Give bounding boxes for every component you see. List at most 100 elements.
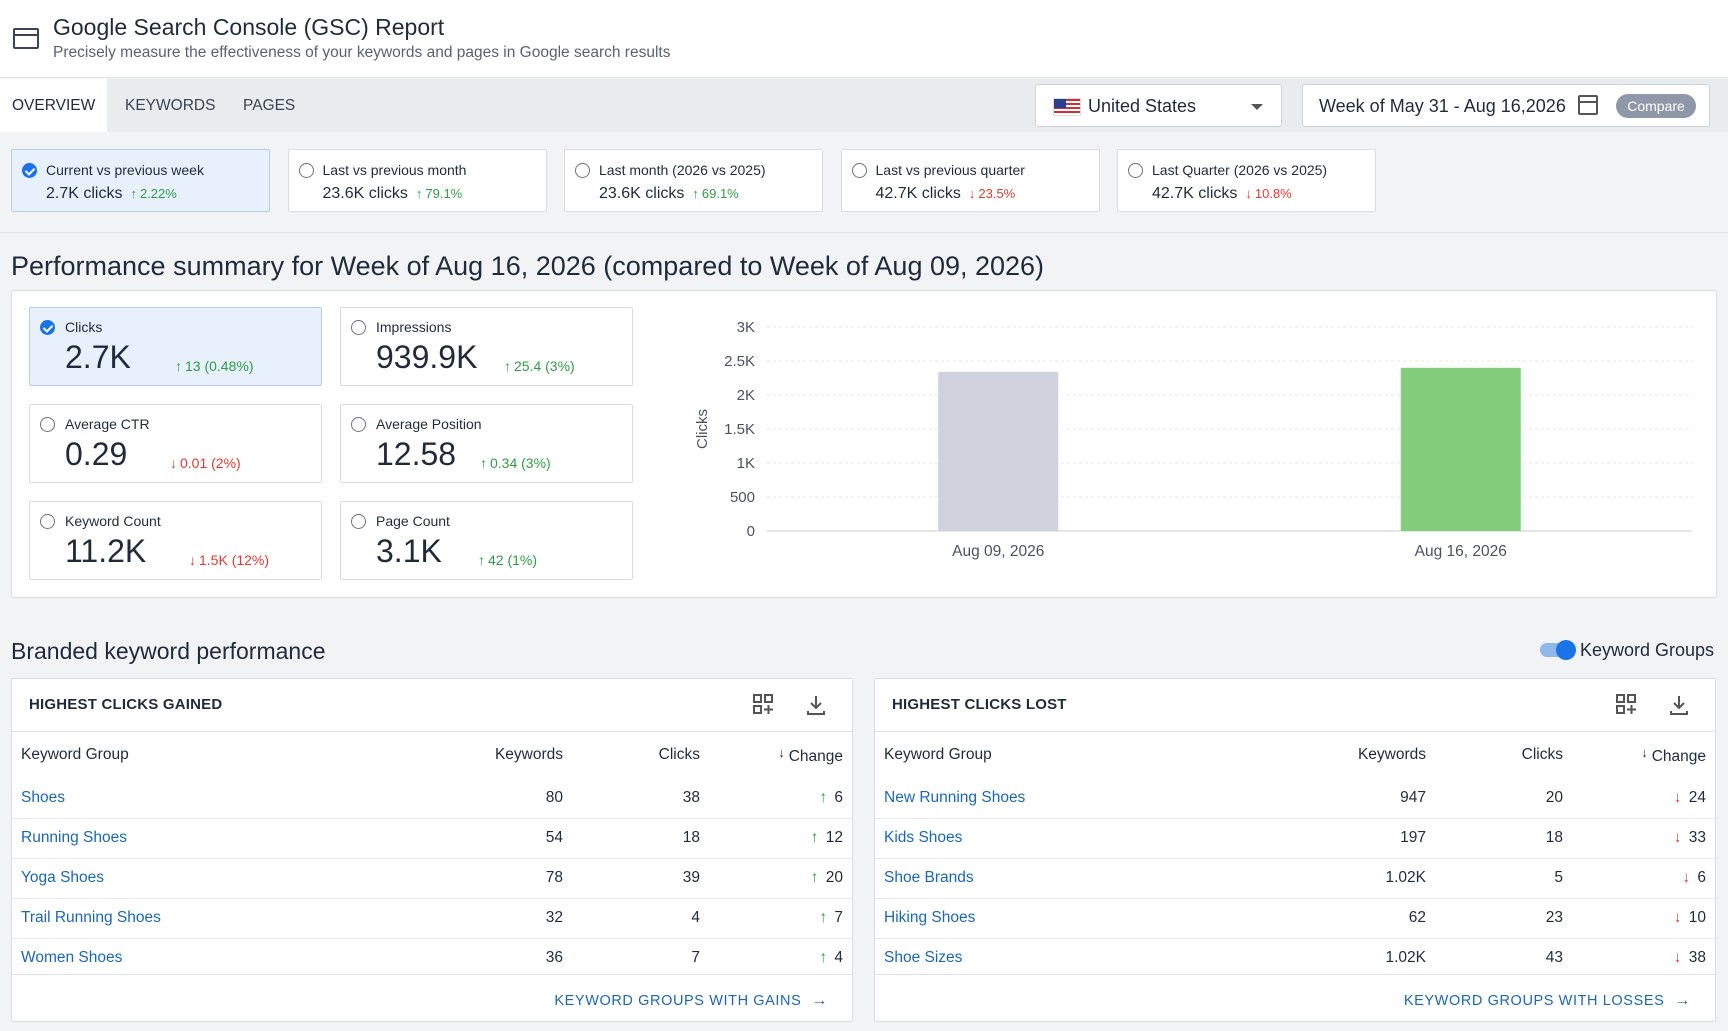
arrow-down-icon: ↓ bbox=[1673, 909, 1682, 926]
period-radio[interactable] bbox=[851, 163, 867, 178]
period-radio[interactable] bbox=[22, 163, 37, 178]
keyword-group-link[interactable]: Shoes bbox=[21, 788, 65, 806]
metric-card[interactable]: Average Position 12.58 ↑ 0.34 (3%) bbox=[340, 404, 633, 483]
arrow-up-icon: ↑ bbox=[692, 186, 699, 201]
col-change[interactable]: ↓ Change bbox=[709, 732, 852, 778]
keyword-group-link[interactable]: Hiking Shoes bbox=[875, 897, 1285, 938]
metric-radio[interactable] bbox=[40, 417, 55, 432]
period-card[interactable]: Last month (2026 vs 2025) 23.6K clicks ↑ 69… bbox=[564, 149, 823, 212]
sort-down-icon[interactable]: ↓ bbox=[1641, 744, 1648, 760]
y-axis-label: Clicks bbox=[694, 409, 711, 449]
tab-pages[interactable]: PAGES bbox=[243, 97, 296, 114]
col-keyword-group[interactable]: Keyword Group bbox=[884, 746, 992, 763]
period-change-value: 2.22% bbox=[139, 186, 177, 201]
tab-keywords[interactable]: KEYWORDS bbox=[125, 97, 216, 114]
period-value: 42.7K clicks ↓ 10.8% bbox=[1152, 185, 1292, 203]
arrow-up-icon: ↑ bbox=[130, 186, 137, 201]
arrow-up-icon: ↑ bbox=[504, 358, 511, 374]
period-card[interactable]: Last Quarter (2026 vs 2025) 42.7K clicks ↓… bbox=[1117, 149, 1376, 212]
keyword-group-link[interactable]: Trail Running Shoes bbox=[12, 897, 422, 938]
table-row: Running Shoes 54 18 ↑ 12 bbox=[12, 817, 852, 858]
metric-radio[interactable] bbox=[40, 320, 55, 335]
arrow-right-icon: → bbox=[1674, 992, 1691, 1009]
compare-button[interactable]: Compare bbox=[1616, 94, 1696, 118]
period-card[interactable]: Last vs previous month 23.6K clicks ↑ 79.1% bbox=[287, 149, 547, 212]
tab-overview[interactable]: OVERVIEW bbox=[0, 79, 107, 132]
add-widget-icon[interactable] bbox=[1615, 693, 1639, 717]
keyword-group-link[interactable]: Shoe Sizes bbox=[875, 937, 1285, 978]
y-tick-label: 500 bbox=[730, 489, 755, 506]
table-row: Women Shoes 36 7 ↑ 4 bbox=[12, 937, 852, 978]
table-header-row: Keyword Group Keywords Clicks ↓ Change bbox=[12, 732, 852, 778]
col-keywords[interactable]: Keywords bbox=[494, 746, 563, 763]
metric-card[interactable]: Keyword Count 11.2K ↓ 1.5K (12%) bbox=[29, 501, 322, 580]
metric-radio[interactable] bbox=[351, 514, 366, 529]
keyword-group-link[interactable]: Running Shoes bbox=[12, 817, 422, 858]
period-card[interactable]: Last vs previous quarter 42.7K clicks ↓ 23.… bbox=[840, 149, 1100, 212]
period-radio[interactable] bbox=[575, 163, 590, 178]
clicks-cell: 43 bbox=[1435, 937, 1572, 978]
clicks-cell: 18 bbox=[572, 817, 709, 858]
keyword-groups-toggle[interactable] bbox=[1540, 640, 1576, 660]
caret-down-icon bbox=[1251, 104, 1263, 110]
arrow-down-icon: ↓ bbox=[1245, 186, 1252, 201]
keyword-group-link[interactable]: Yoga Shoes bbox=[12, 857, 422, 898]
keyword-group-link[interactable]: Women Shoes bbox=[12, 937, 422, 978]
change-cell: ↑ 4 bbox=[709, 937, 852, 978]
browser-window-icon bbox=[13, 28, 39, 49]
col-change[interactable]: ↓ Change bbox=[1572, 732, 1715, 778]
col-clicks[interactable]: Clicks bbox=[1521, 746, 1563, 763]
arrow-down-icon: ↓ bbox=[1682, 869, 1691, 886]
period-radio[interactable] bbox=[298, 163, 314, 178]
period-change-value: 10.8% bbox=[1254, 186, 1292, 201]
keywords-cell: 78 bbox=[422, 857, 572, 898]
change-cell: ↓ 6 bbox=[1572, 857, 1715, 898]
period-change-value: 23.5% bbox=[978, 186, 1016, 201]
keywords-cell: 1.02K bbox=[1285, 857, 1435, 898]
add-widget-icon[interactable] bbox=[752, 693, 776, 717]
metric-card[interactable]: Average CTR 0.29 ↓ 0.01 (2%) bbox=[29, 404, 322, 483]
arrow-down-icon: ↓ bbox=[170, 455, 177, 471]
date-range-select[interactable]: Week of May 31 - Aug 16,2026 Compare bbox=[1302, 84, 1710, 127]
table-row: Shoe Brands 1.02K 5 ↓ 6 bbox=[875, 857, 1715, 898]
col-keyword-group[interactable]: Keyword Group bbox=[21, 746, 129, 763]
change-cell: ↑ 6 bbox=[709, 778, 852, 818]
arrow-up-icon: ↑ bbox=[480, 455, 487, 471]
col-keywords[interactable]: Keywords bbox=[1357, 746, 1426, 763]
metric-value: 12.58 bbox=[376, 436, 457, 472]
arrow-up-icon: ↑ bbox=[810, 869, 819, 886]
gains-link[interactable]: KEYWORD GROUPS WITH GAINS → bbox=[554, 992, 828, 1010]
calendar-icon[interactable] bbox=[1578, 95, 1598, 115]
table-title: HIGHEST CLICKS GAINED bbox=[29, 696, 223, 713]
period-radio[interactable] bbox=[1128, 163, 1143, 178]
metric-card[interactable]: Clicks 2.7K ↑ 13 (0.48%) bbox=[29, 307, 322, 386]
period-value: 23.6K clicks ↑ 69.1% bbox=[599, 185, 739, 203]
clicks-cell: 4 bbox=[572, 897, 709, 938]
metric-card[interactable]: Impressions 939.9K ↑ 25.4 (3%) bbox=[340, 307, 633, 386]
change-value: 6 bbox=[1697, 869, 1706, 886]
sort-down-icon[interactable]: ↓ bbox=[778, 744, 785, 760]
metric-radio[interactable] bbox=[40, 514, 55, 529]
period-change-value: 79.1% bbox=[425, 186, 463, 201]
download-icon[interactable] bbox=[804, 693, 828, 717]
page-subtitle: Precisely measure the effectiveness of y… bbox=[53, 44, 671, 61]
keyword-group-link[interactable]: New Running Shoes bbox=[884, 788, 1026, 806]
metric-card[interactable]: Page Count 3.1K ↑ 42 (1%) bbox=[340, 501, 633, 580]
keyword-group-link[interactable]: Shoe Brands bbox=[875, 857, 1285, 898]
table-footer-divider bbox=[875, 974, 1715, 975]
metric-value: 3.1K bbox=[376, 533, 442, 569]
keyword-group-link[interactable]: Kids Shoes bbox=[875, 817, 1285, 858]
country-select[interactable]: United States bbox=[1035, 84, 1282, 127]
download-icon[interactable] bbox=[1667, 693, 1691, 717]
change-value: 24 bbox=[1688, 788, 1706, 806]
metric-radio[interactable] bbox=[351, 417, 366, 432]
col-clicks[interactable]: Clicks bbox=[658, 746, 700, 763]
period-label: Last month (2026 vs 2025) bbox=[599, 162, 766, 178]
metric-radio[interactable] bbox=[351, 320, 366, 335]
x-tick-label: Aug 09, 2026 bbox=[952, 543, 1044, 560]
clicks-cell: 39 bbox=[572, 857, 709, 898]
losses-link[interactable]: KEYWORD GROUPS WITH LOSSES → bbox=[1404, 992, 1691, 1010]
period-change-value: 69.1% bbox=[701, 186, 739, 201]
period-card[interactable]: Current vs previous week 2.7K clicks ↑ 2.22… bbox=[11, 149, 270, 212]
metric-label: Keyword Count bbox=[65, 513, 161, 529]
